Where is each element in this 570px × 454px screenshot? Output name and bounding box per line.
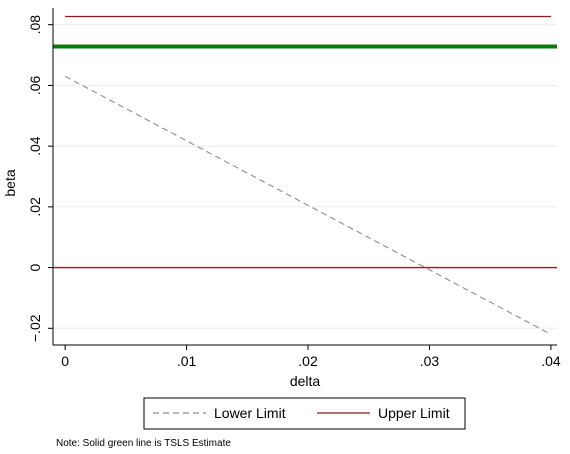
- y-tick-label-0-02: −.02: [27, 314, 43, 342]
- x-tick-label-04: .04: [541, 353, 561, 369]
- y-tick-labels: −.02 0 .02 .04 .06 .08: [27, 15, 43, 342]
- x-tick-label-0: 0: [61, 353, 69, 369]
- data-lines: [53, 15, 557, 335]
- y-tick-label-0-08: .08: [27, 15, 43, 35]
- y-tick-label-0-04: .04: [27, 136, 43, 156]
- x-tick-label-01: .01: [177, 353, 197, 369]
- y-tick-label-0-06: .06: [27, 75, 43, 95]
- y-tick-label-0-02: .02: [27, 197, 43, 217]
- x-axis-title: delta: [290, 373, 321, 389]
- y-axis-title: beta: [2, 169, 18, 196]
- plot-area: [53, 8, 557, 345]
- lower-limit-line: [64, 75, 552, 335]
- legend: Lower Limit Upper Limit: [143, 397, 466, 430]
- x-tick-label-02: .02: [298, 353, 318, 369]
- axes: [48, 8, 557, 350]
- x-tick-label-03: .03: [420, 353, 440, 369]
- chart-note: Note: Solid green line is TSLS Estimate: [56, 438, 231, 449]
- legend-label-upper-limit: Upper Limit: [378, 405, 450, 421]
- x-tick-labels: 0 .01 .02 .03 .04: [61, 353, 561, 369]
- y-tick-label-0: 0: [27, 263, 43, 271]
- legend-label-lower-limit: Lower Limit: [214, 405, 286, 421]
